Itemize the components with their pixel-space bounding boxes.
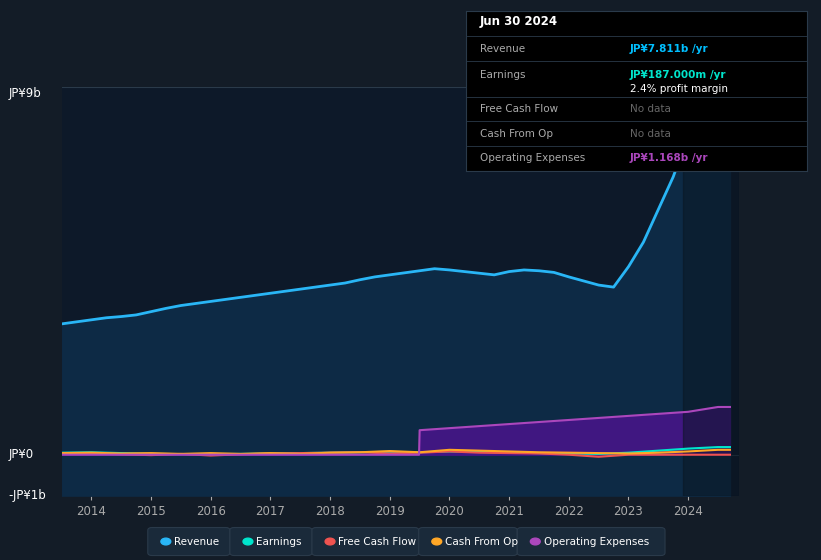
Text: Free Cash Flow: Free Cash Flow	[338, 536, 416, 547]
Text: JP¥0: JP¥0	[8, 448, 34, 461]
Text: -JP¥1b: -JP¥1b	[8, 489, 46, 502]
Text: Earnings: Earnings	[480, 70, 525, 80]
Text: JP¥1.168b /yr: JP¥1.168b /yr	[630, 153, 709, 163]
Text: Cash From Op: Cash From Op	[480, 129, 553, 139]
Text: Cash From Op: Cash From Op	[445, 536, 518, 547]
Text: No data: No data	[630, 129, 671, 139]
Text: Operating Expenses: Operating Expenses	[544, 536, 649, 547]
Text: Jun 30 2024: Jun 30 2024	[480, 15, 558, 28]
Bar	[683, 87, 739, 496]
Text: Operating Expenses: Operating Expenses	[480, 153, 585, 163]
Text: Revenue: Revenue	[174, 536, 219, 547]
Text: No data: No data	[630, 104, 671, 114]
Text: Earnings: Earnings	[256, 536, 301, 547]
Text: Free Cash Flow: Free Cash Flow	[480, 104, 558, 114]
Text: JP¥187.000m /yr: JP¥187.000m /yr	[630, 70, 727, 80]
Text: Revenue: Revenue	[480, 44, 525, 54]
Text: JP¥9b: JP¥9b	[8, 87, 41, 100]
Text: JP¥7.811b /yr: JP¥7.811b /yr	[630, 44, 709, 54]
Text: 2.4% profit margin: 2.4% profit margin	[630, 85, 728, 95]
